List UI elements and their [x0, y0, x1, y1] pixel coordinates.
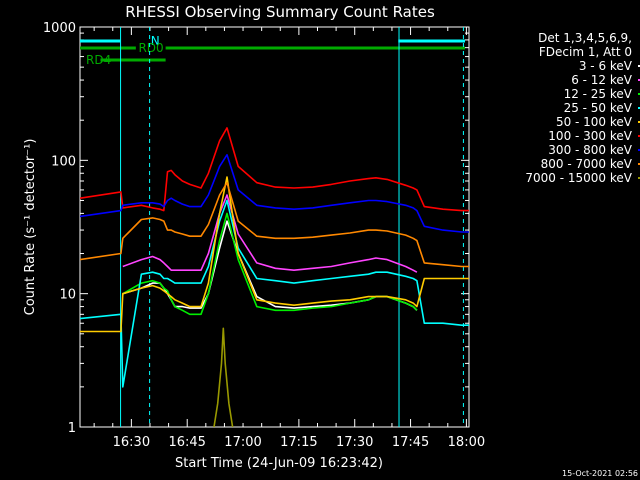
- series-lines: [80, 127, 469, 427]
- legend-entry-label: 100 - 300 keV: [548, 129, 632, 143]
- y-axis: 1 10 100 1000: [43, 21, 469, 436]
- legend-entry-label: 7000 - 15000 keV: [525, 171, 632, 185]
- plot-frame: [79, 26, 470, 428]
- legend-entry-label: 6 - 12 keV: [571, 73, 633, 87]
- legend-entry-label: 12 - 25 keV: [564, 87, 633, 101]
- rd0-flag-label: RD0: [138, 41, 163, 55]
- x-tick-label: 16:30: [113, 435, 150, 450]
- series-line-4: [80, 176, 469, 333]
- legend: Det 1,3,4,5,6,9, FDecim 1, Att 0 3 - 6 k…: [525, 31, 640, 185]
- legend-entry-label: 800 - 7000 keV: [541, 157, 633, 171]
- series-line-1: [122, 194, 418, 273]
- x-tick-label: 17:45: [392, 435, 429, 450]
- legend-entry-label: 3 - 6 keV: [579, 59, 633, 73]
- rd4-flag-label: RD4: [86, 53, 111, 67]
- y-tick-label: 1000: [43, 21, 76, 36]
- series-line-3: [80, 199, 469, 388]
- legend-header-line-1: Det 1,3,4,5,6,9,: [538, 31, 632, 45]
- y-tick-label: 10: [59, 288, 76, 303]
- y-tick-label: 1: [68, 421, 76, 436]
- night-flag-label: N: [151, 34, 160, 48]
- x-axis: 16:30 16:45 17:00 17:15 17:30 17:45 18:00: [93, 27, 485, 450]
- x-tick-label: 16:45: [168, 435, 205, 450]
- series-line-8: [213, 327, 234, 427]
- series-line-5: [80, 127, 469, 212]
- x-tick-label: 17:30: [336, 435, 373, 450]
- chart-title: RHESSI Observing Summary Count Rates: [125, 3, 435, 21]
- series-line-6: [80, 154, 469, 233]
- legend-header-line-2: FDecim 1, Att 0: [539, 45, 632, 59]
- x-tick-label: 17:00: [224, 435, 261, 450]
- legend-entry-label: 50 - 100 keV: [556, 115, 633, 129]
- x-axis-label: Start Time (24-Jun-09 16:23:42): [175, 456, 383, 471]
- generation-timestamp: 15-Oct-2021 02:56: [562, 469, 638, 478]
- legend-entry-label: 25 - 50 keV: [564, 101, 633, 115]
- legend-entry-label: 300 - 800 keV: [548, 143, 632, 157]
- series-line-2: [122, 212, 418, 316]
- y-axis-label: Count Rate (s⁻¹ detector⁻¹): [23, 139, 38, 316]
- x-tick-label: 17:15: [280, 435, 317, 450]
- x-tick-label: 18:00: [448, 435, 485, 450]
- series-line-7: [80, 181, 469, 268]
- y-tick-label: 100: [51, 154, 76, 169]
